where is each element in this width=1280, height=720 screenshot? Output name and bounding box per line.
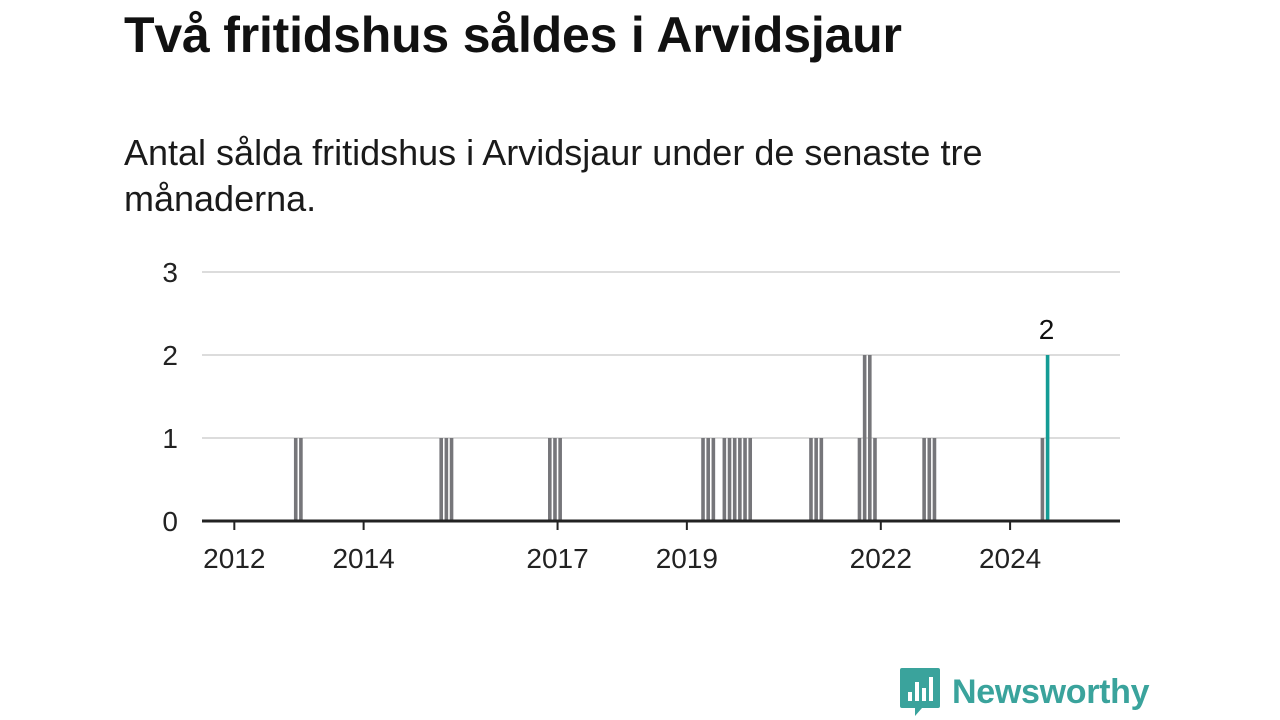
- bar-15: [743, 438, 747, 521]
- x-tick-label-2019: 2019: [656, 543, 718, 574]
- y-tick-label-0: 0: [162, 506, 178, 537]
- bar-17: [809, 438, 813, 521]
- bar-9: [706, 438, 710, 521]
- x-tick-label-2024: 2024: [979, 543, 1041, 574]
- bar-0: [293, 438, 298, 521]
- bar-16: [748, 438, 753, 521]
- bar-22: [868, 355, 872, 521]
- bar-18: [814, 438, 818, 521]
- y-tick-label-1: 1: [162, 423, 178, 454]
- bar-19: [819, 438, 824, 521]
- bar-6: [553, 438, 557, 521]
- bar-2: [439, 438, 443, 521]
- bar-1: [299, 438, 303, 521]
- bar-4: [449, 438, 454, 521]
- x-tick-label-2017: 2017: [526, 543, 588, 574]
- bar-20: [857, 438, 862, 521]
- bar-21: [862, 355, 867, 521]
- bar-27: [1040, 438, 1045, 521]
- brand-name: Newsworthy: [952, 672, 1150, 711]
- x-tick-label-2012: 2012: [203, 543, 265, 574]
- x-tick-label-2022: 2022: [850, 543, 912, 574]
- bar-10: [711, 438, 716, 521]
- bar-13: [732, 438, 737, 521]
- bar-8: [701, 438, 705, 521]
- newsworthy-logo-icon: [900, 668, 940, 716]
- bar-3: [444, 438, 449, 521]
- chart-subtitle: Antal sålda fritidshus i Arvidsjaur unde…: [124, 132, 983, 219]
- y-tick-label-2: 2: [162, 340, 178, 371]
- chart-title: Två fritidshus såldes i Arvidsjaur: [124, 7, 902, 63]
- bar-25: [927, 438, 932, 521]
- bar-24: [922, 438, 926, 521]
- bar-11: [722, 438, 727, 521]
- bar-23: [873, 438, 877, 521]
- bar-26: [932, 438, 937, 521]
- x-tick-label-2014: 2014: [332, 543, 394, 574]
- bar-14: [738, 438, 742, 521]
- bar-highlight: [1045, 355, 1050, 521]
- y-tick-label-3: 3: [162, 257, 178, 288]
- data-label-highlight: 2: [1039, 314, 1055, 345]
- bar-5: [548, 438, 552, 521]
- bar-7: [558, 438, 562, 521]
- bar-12: [727, 438, 732, 521]
- newsworthy-logo: Newsworthy: [900, 668, 1150, 716]
